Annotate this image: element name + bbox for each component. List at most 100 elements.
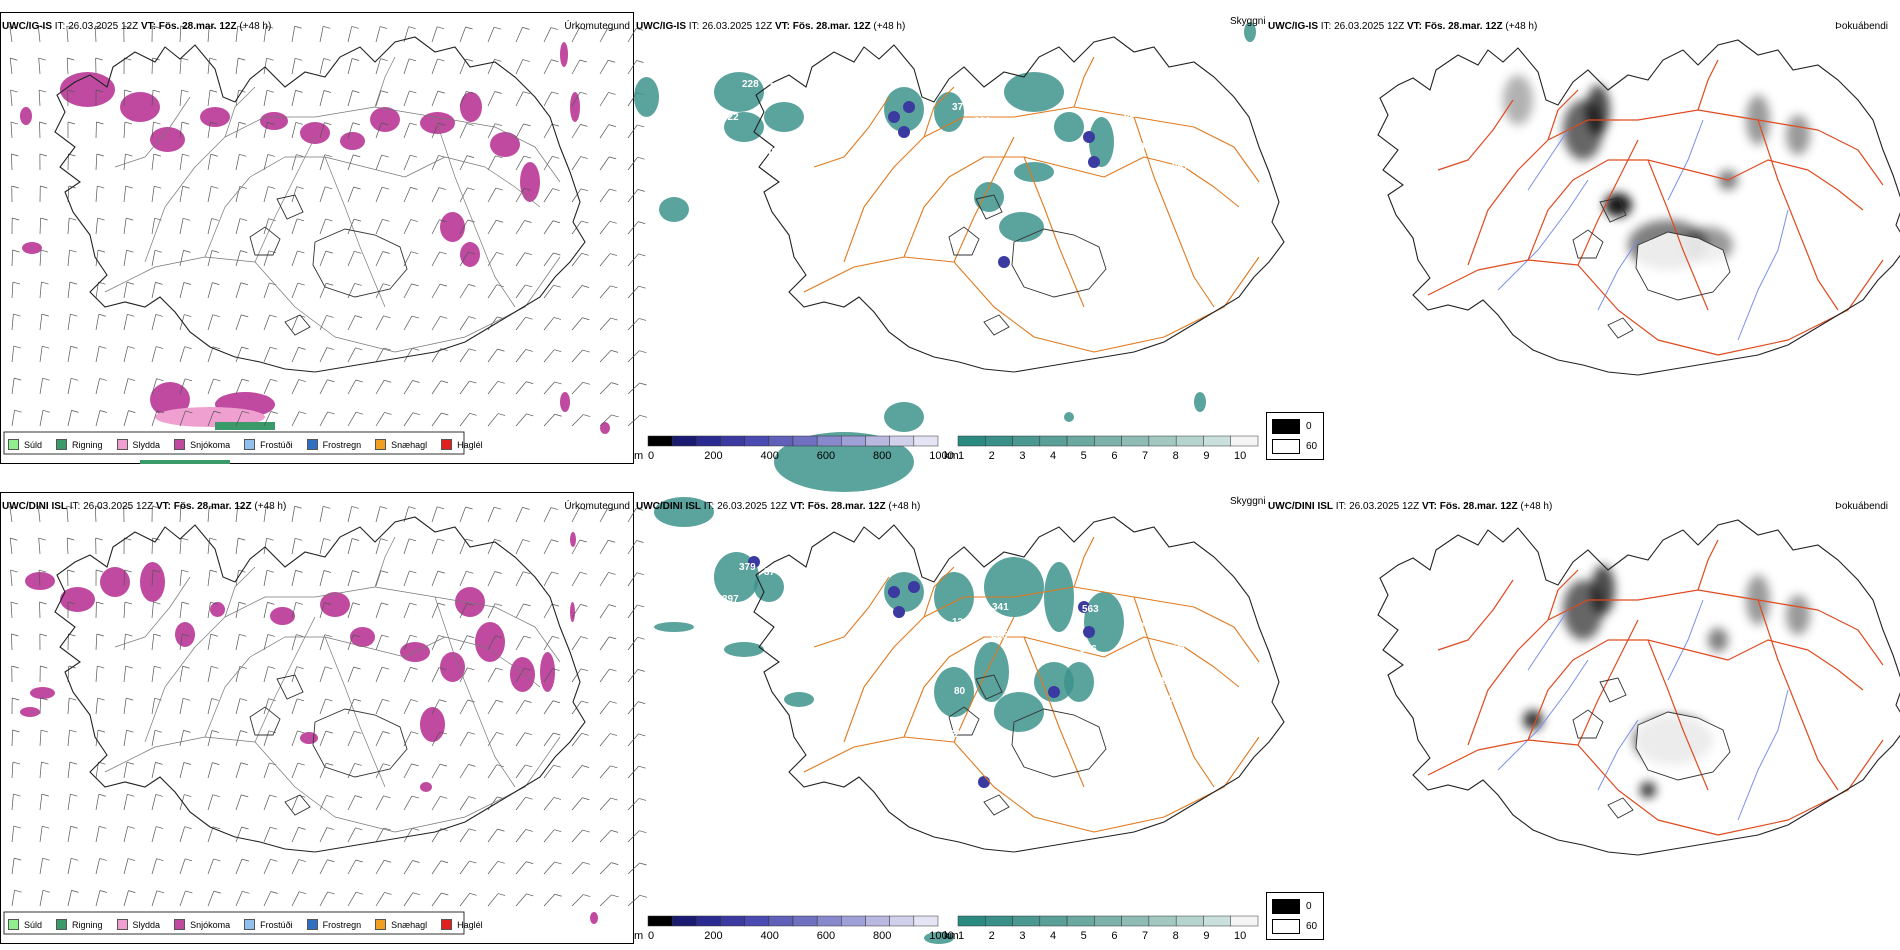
precip-legend-item: Slydda (116, 919, 160, 930)
fog-swatch (1272, 919, 1300, 934)
colorbar-cell (1148, 915, 1177, 927)
colorbar-cell (647, 435, 673, 447)
snow-area (570, 532, 576, 547)
low-visibility-area (974, 642, 1009, 702)
panel-title: UWC/IG-IS IT: 26.03.2025 12Z VT: Fös. 28… (2, 21, 272, 32)
colorbar-cell (768, 435, 794, 447)
colorbar-cell (1066, 435, 1095, 447)
colorbar-tick: 8 (1173, 450, 1179, 462)
colorbar-tick: 7 (1142, 450, 1148, 462)
low-visibility-area (934, 667, 974, 717)
snow-area (455, 587, 485, 617)
vis-value-label: 440 (954, 656, 971, 667)
snow-area (350, 627, 375, 647)
snow-area (100, 567, 130, 597)
legend-label: Frostúði (260, 919, 293, 930)
precip-legend-item: Snæhagl (375, 439, 427, 450)
low-visibility-area (714, 72, 764, 112)
legend-label: Snæhagl (391, 919, 428, 930)
precip-panel-bottom: UWC/DINI ISL IT: 26.03.2025 12Z VT: Fös.… (0, 492, 647, 944)
colorbar-cell (816, 435, 842, 447)
panel-name-precip: Úrkomutegund (564, 501, 630, 512)
legend-swatch (174, 919, 186, 930)
low-visibility-area (654, 497, 714, 527)
colorbar-tick: 7 (1142, 930, 1148, 942)
precip-legend-item: Rigning (56, 919, 103, 930)
snow-area (460, 242, 480, 267)
legend-swatch (116, 919, 128, 930)
colorbar-tick: 6 (1111, 450, 1117, 462)
vis-value-label: 397 (722, 594, 739, 605)
colorbar-tick: 1 (958, 930, 964, 942)
vis-value-label: 88 (1166, 200, 1178, 211)
colorbar-cell (1121, 915, 1150, 927)
low-visibility-area (784, 692, 814, 707)
vis-value-label: 228 (742, 79, 759, 90)
vis-value-label: 86 (859, 622, 871, 633)
fog-map-bottom (1377, 519, 1900, 856)
colorbar-cell (1175, 435, 1204, 447)
colorbar-tick: 10 (1234, 930, 1246, 942)
low-visibility-area (1054, 112, 1084, 142)
colorbar-tick: 9 (1203, 450, 1209, 462)
low-visibility-area (1089, 117, 1114, 167)
vis-value-label: 62 (949, 729, 961, 740)
snow-area (420, 707, 445, 742)
colorbar-cell (696, 915, 721, 927)
legend-label: Snæhagl (391, 439, 428, 450)
low-visibility-area (999, 212, 1044, 242)
panel-title: UWC/IG-IS IT: 26.03.2025 12Z VT: Fös. 28… (1268, 21, 1538, 32)
legend-swatch (306, 919, 318, 930)
snow-area (22, 242, 42, 254)
precip-legend-item: Snjókoma (174, 439, 230, 450)
colorbar-tick: 600 (817, 930, 835, 942)
precip-legend-item: Haglél (441, 439, 483, 450)
colorbar-cell (841, 915, 866, 927)
colorbar-tick: 3 (1019, 450, 1025, 462)
low-visibility-area (934, 92, 964, 132)
colorbar-cell (957, 435, 986, 447)
colorbar-cell (913, 915, 939, 927)
snow-area (600, 422, 610, 434)
snow-area (150, 127, 185, 152)
vis-value-label: 330 (994, 617, 1011, 628)
colorbar-cell (696, 435, 721, 447)
snow-area (300, 122, 330, 144)
legend-label: Súld (24, 919, 43, 930)
legend-swatch (8, 439, 19, 450)
legend-swatch (174, 439, 186, 450)
legend-swatch (244, 439, 256, 450)
legend-label: Frostregn (322, 919, 362, 930)
vis-value-label: 470 (1176, 182, 1193, 193)
precip-map-top (0, 12, 647, 464)
precip-legend-item: Súld (8, 919, 42, 930)
vis-value-label: 152 (1171, 662, 1188, 673)
panel-title: UWC/DINI ISL IT: 26.03.2025 12Z VT: Fös.… (636, 501, 921, 512)
low-visibility-area (1084, 592, 1124, 652)
fog-area (1786, 595, 1810, 635)
colorbar-cell (889, 915, 915, 927)
legend-swatch (116, 439, 128, 450)
vis-value-label: 563 (1082, 604, 1099, 615)
precip-legend: Súld Rigning Slydda Snjókoma Frostúði Frostre… (8, 919, 497, 930)
precip-legend: Súld Rigning Slydda Snjókoma Frostúði Frostre… (8, 439, 497, 450)
snow-area (270, 607, 295, 625)
colorbar-cell (957, 915, 986, 927)
fog-area (1708, 628, 1728, 652)
legend-swatch (56, 919, 68, 930)
colorbar-cell (1039, 435, 1068, 447)
low-visibility-area (924, 932, 954, 944)
low-visibility-area (1044, 562, 1074, 632)
low-visibility-area (774, 432, 914, 492)
precip-legend-item: Frostúði (244, 439, 293, 450)
colorbar-cell (768, 915, 794, 927)
fog-panel-top: UWC/IG-IS IT: 26.03.2025 12Z VT: Fös. 28… (1268, 12, 1900, 464)
precip-legend-item: Rigning (56, 439, 103, 450)
snow-area (570, 92, 580, 122)
vis-value-label: 48 (766, 147, 778, 158)
low-visibility-area (974, 182, 1004, 212)
colorbar-cell (1230, 435, 1259, 447)
colorbar-tick: 800 (873, 450, 891, 462)
colorbar-cell (1094, 435, 1122, 447)
